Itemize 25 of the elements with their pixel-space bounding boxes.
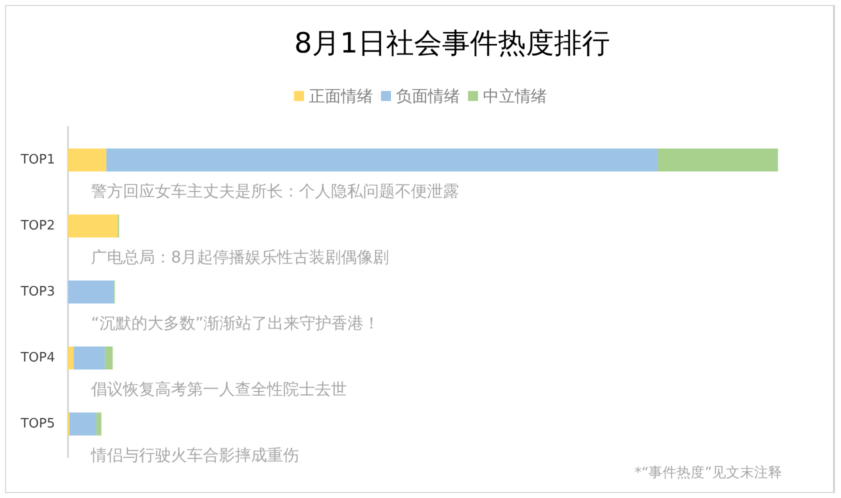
text: *“事件热度”见文末注释	[634, 465, 782, 481]
y-tick-label: TOP2	[20, 218, 55, 234]
bar	[69, 412, 96, 436]
bar	[68, 148, 106, 172]
y-tick-label: TOP1	[20, 152, 55, 168]
chart-title: 8月1日社会事件热度排行	[294, 26, 610, 60]
y-tick-label: TOP3	[20, 284, 55, 300]
bar	[104, 346, 113, 370]
annotation: 广电总局：8月起停播娱乐性古装剧偶像剧	[91, 248, 390, 266]
annotation: “沉默的大多数”渐渐站了出来守护香港！	[91, 314, 380, 332]
y-tick-label: TOP4	[20, 350, 55, 366]
bar	[96, 412, 102, 436]
annotation: 倡议恢复高考第一人查全性院士去世	[90, 380, 347, 398]
annotation: 情侣与行驶火车合影摔成重伤	[90, 446, 299, 464]
y-tick-label: TOP5	[20, 416, 55, 432]
legend-label: 正面情绪	[309, 86, 373, 106]
bar	[68, 346, 74, 370]
annotation: 警方回应女车主丈夫是所长：个人隐私问题不便泄露	[91, 182, 459, 200]
legend-label: 负面情绪	[396, 86, 460, 106]
bar	[68, 214, 118, 238]
bar	[68, 280, 114, 304]
legend-label: 中立情绪	[483, 86, 547, 106]
bar	[106, 148, 658, 172]
bar	[74, 346, 105, 370]
bar	[658, 148, 778, 172]
